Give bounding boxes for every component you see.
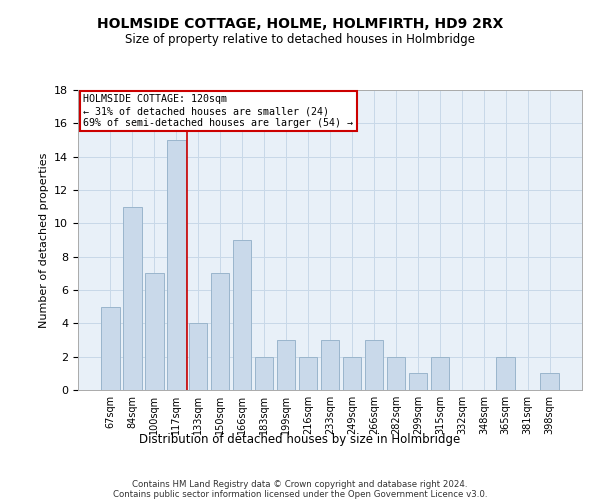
Bar [541, 374, 559, 390]
Bar [145, 274, 164, 390]
Bar [409, 374, 427, 390]
Bar [320, 340, 340, 390]
Bar [277, 340, 295, 390]
Bar [123, 206, 142, 390]
Bar [343, 356, 361, 390]
Text: Contains HM Land Registry data © Crown copyright and database right 2024.: Contains HM Land Registry data © Crown c… [132, 480, 468, 489]
Bar [431, 356, 449, 390]
Text: Contains public sector information licensed under the Open Government Licence v3: Contains public sector information licen… [113, 490, 487, 499]
Text: Distribution of detached houses by size in Holmbridge: Distribution of detached houses by size … [139, 432, 461, 446]
Bar [365, 340, 383, 390]
Bar [299, 356, 317, 390]
Text: HOLMSIDE COTTAGE: 120sqm
← 31% of detached houses are smaller (24)
69% of semi-d: HOLMSIDE COTTAGE: 120sqm ← 31% of detach… [83, 94, 353, 128]
Bar [211, 274, 229, 390]
Bar [496, 356, 515, 390]
Bar [386, 356, 405, 390]
Text: HOLMSIDE COTTAGE, HOLME, HOLMFIRTH, HD9 2RX: HOLMSIDE COTTAGE, HOLME, HOLMFIRTH, HD9 … [97, 18, 503, 32]
Bar [233, 240, 251, 390]
Bar [167, 140, 185, 390]
Bar [101, 306, 119, 390]
Bar [255, 356, 274, 390]
Text: Size of property relative to detached houses in Holmbridge: Size of property relative to detached ho… [125, 32, 475, 46]
Bar [189, 324, 208, 390]
Y-axis label: Number of detached properties: Number of detached properties [38, 152, 49, 328]
